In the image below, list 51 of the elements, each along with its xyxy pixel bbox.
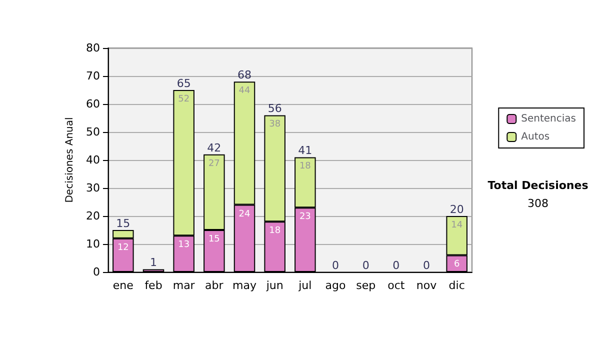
y-tick-label: 10 [86,238,100,250]
data-label: 44 [238,86,250,96]
data-label: 15 [208,234,220,244]
legend-label: Autos [521,132,550,142]
x-tick-label: dic [448,279,465,292]
total-label: 15 [116,217,130,230]
x-tick-label: may [232,279,257,292]
total-label: 0 [423,259,430,272]
x-tick-label: jul [298,279,312,292]
x-tick-label: mar [172,279,196,292]
data-label: 24 [238,209,250,220]
x-tick-label: ago [325,279,346,292]
y-tick-label: 70 [86,70,100,82]
total-label: 56 [268,102,282,116]
y-tick-label: 60 [86,98,100,110]
data-label: 38 [269,120,281,130]
y-tick-label: 0 [93,266,100,278]
total-label: 0 [392,259,400,272]
data-label: 12 [117,242,129,253]
y-tick-label: 80 [86,42,100,54]
data-label: 6 [454,260,460,270]
x-tick-label: feb [144,279,162,292]
text: 308 [528,197,548,210]
x-tick-label: nov [416,279,438,292]
y-axis-title: Decisiones Anual [64,117,76,203]
data-label: 52 [178,94,190,104]
legend-label: Sentencias [521,114,576,124]
text: Total Decisiones [488,179,589,192]
data-label: 14 [451,220,463,230]
data-label: 18 [269,226,281,236]
data-label: 23 [299,212,311,222]
total-label: 20 [450,203,464,216]
x-tick-label: oct [388,279,406,292]
y-tick-label: 50 [86,126,100,138]
total-label: 65 [176,77,191,90]
total-label: 41 [298,144,312,158]
total-label: 1 [150,256,157,270]
data-label: 13 [178,240,190,250]
data-label: 27 [208,158,220,169]
total-label: 0 [362,259,370,272]
y-tick-label: 30 [86,182,100,194]
y-tick-label: 40 [86,154,100,166]
data-label: 18 [299,162,312,172]
total-label: 42 [207,141,222,154]
x-tick-label: ene [112,279,134,292]
x-tick-label: abr [205,279,224,292]
x-tick-label: jun [265,279,284,292]
y-tick-label: 20 [86,210,100,222]
total-label: 68 [238,68,252,82]
x-tick-label: sep [356,279,376,292]
total-label: 0 [332,259,339,272]
